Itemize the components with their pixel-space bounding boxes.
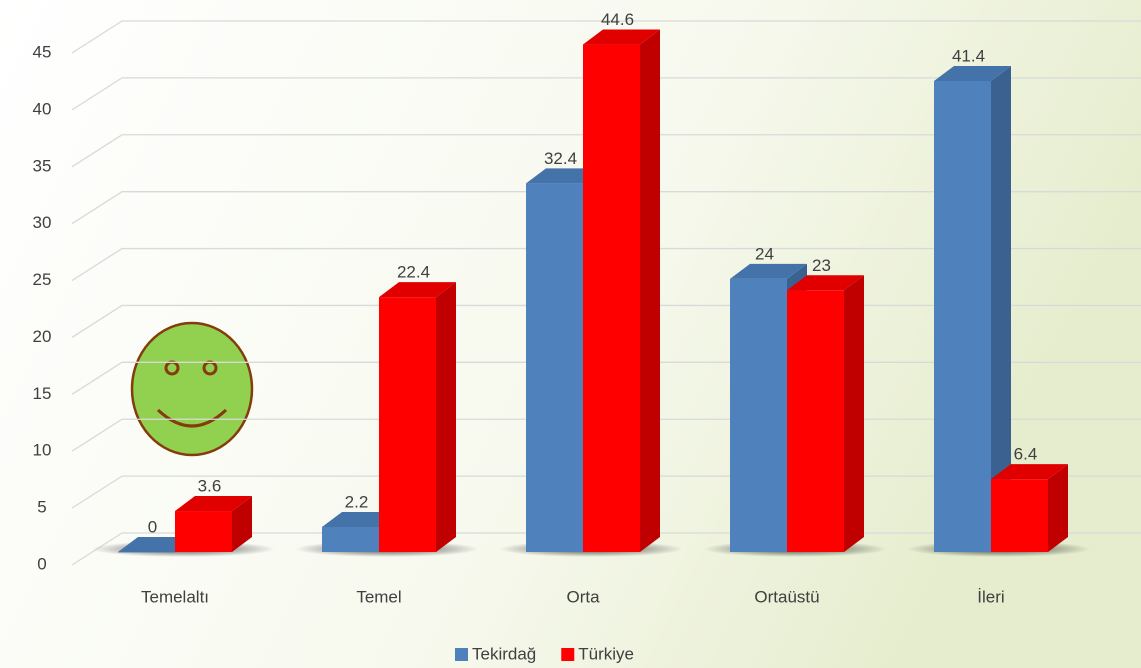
bar-front xyxy=(526,183,583,553)
data-label: 32.4 xyxy=(544,149,577,168)
grid-line xyxy=(71,191,1141,225)
bar-top xyxy=(379,282,456,298)
x-tick-label: Temel xyxy=(356,587,401,606)
y-tick-label: 35 xyxy=(33,156,52,175)
bar-side xyxy=(436,282,456,552)
bar-front xyxy=(787,290,844,552)
data-label: 3.6 xyxy=(198,477,222,496)
bar-front xyxy=(379,297,436,552)
y-tick-label: 5 xyxy=(37,498,46,517)
bar-side xyxy=(640,29,660,553)
bar xyxy=(379,282,456,552)
grid-line xyxy=(71,20,1141,54)
legend-swatch xyxy=(455,648,468,661)
data-label: 24 xyxy=(755,244,774,263)
bar-side xyxy=(844,275,864,552)
x-tick-label: İleri xyxy=(977,587,1004,606)
y-tick-label: 25 xyxy=(33,270,52,289)
bar-top xyxy=(583,29,660,45)
bar-side xyxy=(1048,464,1068,552)
bar xyxy=(787,275,864,552)
bar xyxy=(934,65,1011,553)
bar-front xyxy=(118,552,175,553)
grid-line xyxy=(71,134,1141,168)
y-tick-label: 45 xyxy=(33,42,52,61)
bar-front xyxy=(322,526,379,552)
bar-side xyxy=(991,65,1011,553)
legend-label: Türkiye xyxy=(578,644,634,663)
legend-label: Tekirdağ xyxy=(472,644,536,663)
y-tick-label: 10 xyxy=(33,441,52,460)
data-label: 44.6 xyxy=(601,10,634,29)
grid-line xyxy=(71,77,1141,111)
y-tick-label: 20 xyxy=(33,327,52,346)
data-label: 6.4 xyxy=(1014,445,1038,464)
bar-front xyxy=(730,278,787,552)
bar-front xyxy=(583,44,640,552)
bar xyxy=(991,464,1068,552)
bar-front xyxy=(175,511,232,552)
bar-top xyxy=(175,496,252,512)
x-tick-label: Ortaüstü xyxy=(754,587,819,606)
data-label: 41.4 xyxy=(952,46,985,65)
smiley xyxy=(130,321,254,457)
y-tick-label: 30 xyxy=(33,213,52,232)
data-label: 23 xyxy=(812,256,831,275)
y-tick-label: 15 xyxy=(33,384,52,403)
bar-front xyxy=(934,80,991,553)
y-tick-label: 0 xyxy=(37,554,46,573)
x-tick-label: Orta xyxy=(566,587,600,606)
bar-top xyxy=(934,65,1011,81)
x-tick-label: Temelaltı xyxy=(141,587,209,606)
bar-top xyxy=(730,263,807,279)
bar xyxy=(175,496,252,552)
bar-front xyxy=(991,479,1048,552)
bar-side xyxy=(232,496,252,552)
bar-top xyxy=(787,275,864,291)
legend-swatch xyxy=(561,648,575,661)
data-label: 22.4 xyxy=(397,263,430,282)
bar-top xyxy=(991,464,1068,480)
grid-line xyxy=(71,247,1141,282)
data-label: 0 xyxy=(148,517,157,536)
y-tick-label: 40 xyxy=(33,99,52,118)
data-label: 2.2 xyxy=(345,492,369,511)
bar xyxy=(583,29,660,553)
